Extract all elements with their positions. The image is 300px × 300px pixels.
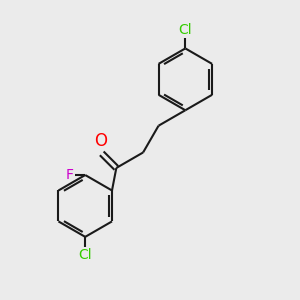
Text: Cl: Cl <box>178 23 192 37</box>
Text: F: F <box>66 168 74 182</box>
Text: O: O <box>94 132 107 150</box>
Text: Cl: Cl <box>78 248 92 262</box>
